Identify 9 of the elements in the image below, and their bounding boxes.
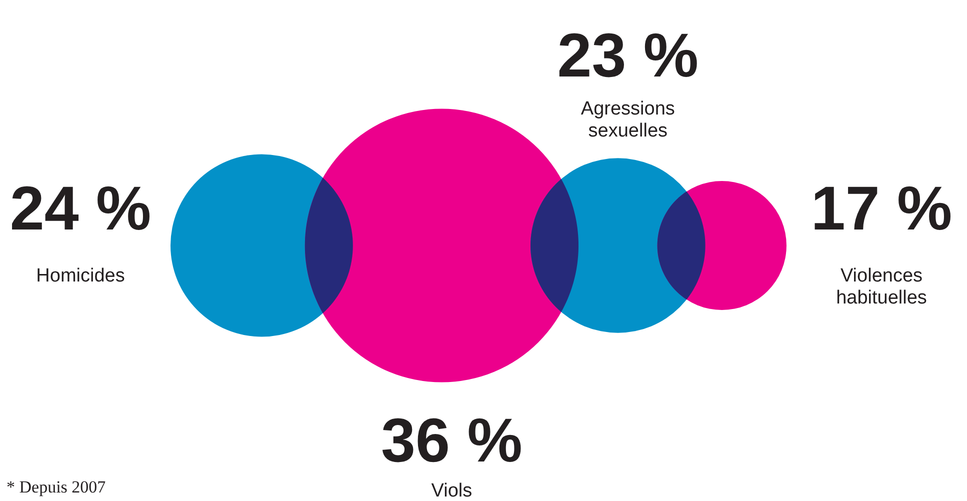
category-label: Viols bbox=[431, 480, 472, 501]
category-label: Homicides bbox=[36, 266, 125, 286]
data-label: 23 % bbox=[557, 22, 699, 90]
data-label: 17 % bbox=[810, 174, 952, 244]
data-label: 24 % bbox=[10, 174, 152, 244]
data-label: 36 % bbox=[381, 406, 522, 476]
category-label: Agressions sexuelles bbox=[580, 98, 675, 142]
category-label: Violences habituelles bbox=[836, 266, 927, 308]
text: * Depuis 2007 bbox=[6, 478, 106, 496]
